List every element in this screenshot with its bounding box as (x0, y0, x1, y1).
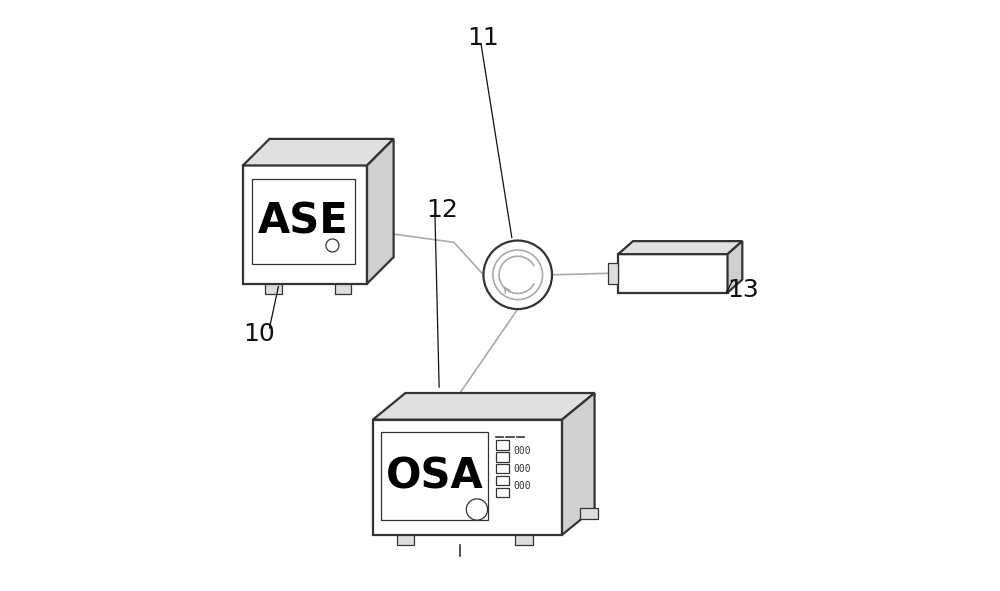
Polygon shape (580, 508, 598, 519)
Polygon shape (728, 241, 742, 293)
Polygon shape (252, 179, 355, 264)
Polygon shape (243, 165, 367, 284)
Polygon shape (243, 139, 394, 165)
Polygon shape (562, 393, 595, 535)
Text: 11: 11 (467, 27, 499, 50)
Polygon shape (515, 535, 533, 545)
Text: 13: 13 (728, 278, 759, 301)
Text: 000: 000 (513, 446, 531, 456)
Polygon shape (373, 393, 595, 420)
Circle shape (326, 239, 339, 252)
Text: 000: 000 (513, 482, 531, 491)
Polygon shape (618, 254, 728, 293)
Circle shape (466, 499, 488, 520)
Polygon shape (496, 464, 509, 473)
Text: ASE: ASE (258, 200, 349, 243)
Polygon shape (496, 488, 509, 497)
Polygon shape (397, 535, 414, 545)
Polygon shape (608, 263, 618, 284)
Polygon shape (335, 284, 351, 294)
Polygon shape (496, 476, 509, 485)
Polygon shape (618, 241, 742, 254)
Polygon shape (381, 432, 488, 520)
Text: 10: 10 (243, 322, 275, 346)
Polygon shape (367, 139, 394, 284)
Circle shape (493, 250, 543, 300)
Circle shape (483, 241, 552, 309)
Text: 12: 12 (426, 198, 458, 222)
Text: OSA: OSA (386, 455, 483, 497)
Text: 000: 000 (513, 464, 531, 473)
Polygon shape (496, 452, 509, 462)
Polygon shape (373, 420, 562, 535)
Polygon shape (496, 440, 509, 450)
Polygon shape (265, 284, 282, 294)
